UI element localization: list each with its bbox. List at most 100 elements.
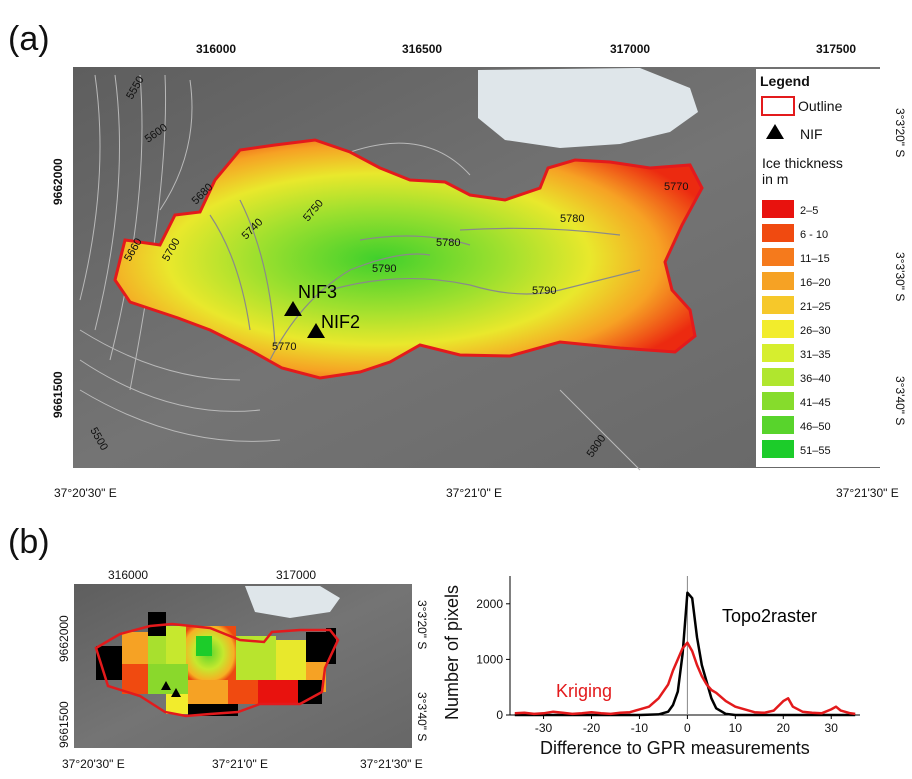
panel-b-label: (b) (8, 523, 50, 561)
series-label-kriging: Kriging (556, 681, 612, 701)
contour-label: 5790 (532, 285, 556, 297)
glacier-pixels (96, 612, 336, 716)
panel-a-bottom-ticks: 37°20'30" E 37°21'0" E 37°21'30" E (54, 486, 899, 500)
x-axis-title: Difference to GPR measurements (540, 738, 810, 758)
contour-label: 5790 (372, 263, 396, 275)
legend-class-label: 41–45 (800, 397, 831, 409)
glacier-ice-thickness (113, 138, 704, 380)
x-tick-label: -20 (583, 721, 601, 735)
tick-label: 317500 (816, 42, 856, 56)
series-label-topo2raster: Topo2raster (722, 606, 817, 626)
tick-label: 9662000 (51, 158, 65, 205)
legend-swatch (762, 392, 794, 410)
tick-label: 3°3'30" S (893, 252, 907, 301)
x-tick-label: 10 (729, 721, 743, 735)
y-axis-title: Number of pixels (442, 585, 462, 720)
legend-class-label: 11–15 (800, 253, 830, 265)
legend-class-label: 6 - 10 (800, 229, 828, 241)
y-tick-label: 1000 (476, 652, 503, 666)
legend-outline-swatch (761, 96, 795, 116)
tick-label: 37°20'30" E (62, 757, 125, 771)
legend-nif-triangle-icon (766, 124, 784, 139)
tick-label: 316000 (108, 568, 148, 582)
panel-a-map: 5550 5600 5680 5660 5700 5740 5750 5780 … (73, 67, 880, 471)
tick-label: 37°21'0" E (212, 757, 268, 771)
legend-swatch (762, 320, 794, 338)
legend-swatch (762, 296, 794, 314)
panel-a-label: (a) (8, 20, 50, 58)
legend-classes: 2–5 6 - 10 11–15 16–20 21–25 26–30 31–35 36–40 4… (762, 200, 831, 458)
tick-label: 317000 (276, 568, 316, 582)
legend-swatch (762, 248, 794, 266)
x-ticks: -30 -20 -10 0 10 20 30 (535, 715, 838, 735)
legend-outline-label: Outline (798, 98, 843, 114)
legend-class-label: 26–30 (800, 325, 831, 337)
contour-label: 5770 (272, 341, 296, 353)
x-tick-label: -30 (535, 721, 553, 735)
contour-label: 5770 (664, 181, 688, 193)
legend-class-label: 51–55 (800, 445, 831, 457)
tick-label: 316500 (402, 42, 442, 56)
snow-field-b (245, 586, 340, 618)
tick-label: 37°20'30" E (54, 486, 117, 500)
series-kriging-line (514, 641, 856, 716)
legend-swatch (762, 200, 794, 218)
snow-field (478, 68, 698, 148)
legend-swatch (762, 440, 794, 458)
tick-label: 9661500 (57, 701, 71, 748)
legend-nif-label: NIF (800, 126, 823, 142)
nif3-triangle-b-icon (161, 681, 171, 690)
nif2-triangle-icon (307, 323, 325, 338)
series-topo2raster-line (514, 591, 856, 717)
legend-class-label: 21–25 (800, 301, 831, 313)
panel-b-map (74, 584, 412, 748)
legend-class-label: 36–40 (800, 373, 831, 385)
legend-class-label: 2–5 (800, 205, 818, 217)
tick-label: 37°21'30" E (836, 486, 899, 500)
legend-thickness-unit: in m (762, 171, 788, 187)
x-tick-label: 30 (825, 721, 839, 735)
nif3-label: NIF3 (298, 282, 337, 302)
glacier-outline-b (94, 622, 340, 718)
legend-swatch (762, 344, 794, 362)
series-lines (514, 591, 856, 717)
y-ticks: 0 1000 2000 (476, 597, 510, 722)
tick-label: 37°21'0" E (446, 486, 502, 500)
legend-class-label: 16–20 (800, 277, 831, 289)
tick-label: 317000 (610, 42, 650, 56)
difference-histogram-chart: -30 -20 -10 0 10 20 30 0 1000 2000 Difference to… (442, 576, 860, 758)
tick-label: 3°3'20" S (415, 600, 429, 649)
legend: Legend Outline NIF Ice thickness in m 2–… (756, 69, 880, 467)
legend-class-label: 31–35 (800, 349, 831, 361)
legend-swatch (762, 224, 794, 242)
contour-label: 5780 (560, 213, 584, 225)
contour-label: 5780 (436, 237, 460, 249)
panel-a-top-ticks: 316000 316500 317000 317500 (196, 42, 856, 56)
legend-title: Legend (760, 73, 810, 89)
tick-label: 3°3'20" S (893, 108, 907, 157)
legend-swatch (762, 368, 794, 386)
x-tick-label: 0 (684, 721, 691, 735)
legend-swatch (762, 272, 794, 290)
nif2-triangle-b-icon (171, 688, 181, 697)
panel-b-ticks: 316000 317000 9662000 9661500 37°20'30" … (57, 568, 429, 771)
y-tick-label: 0 (496, 708, 503, 722)
tick-label: 9662000 (57, 615, 71, 662)
legend-thickness-title: Ice thickness (762, 155, 843, 171)
legend-swatch (762, 416, 794, 434)
panel-a-left-ticks: 9662000 9661500 (51, 158, 65, 418)
panel-a-right-ticks: 3°3'20" S 3°3'30" S 3°3'40" S (893, 108, 907, 425)
legend-class-label: 46–50 (800, 421, 831, 433)
glacier-contours (209, 199, 641, 361)
tick-label: 316000 (196, 42, 236, 56)
tick-label: 9661500 (51, 371, 65, 418)
tick-label: 37°21'30" E (360, 757, 423, 771)
tick-label: 3°3'40" S (893, 376, 907, 425)
nif2-label: NIF2 (321, 312, 360, 332)
x-tick-label: 20 (777, 721, 791, 735)
y-tick-label: 2000 (476, 597, 503, 611)
tick-label: 3°3'40" S (415, 692, 429, 741)
x-tick-label: -10 (631, 721, 649, 735)
nif3-triangle-icon (284, 301, 302, 316)
